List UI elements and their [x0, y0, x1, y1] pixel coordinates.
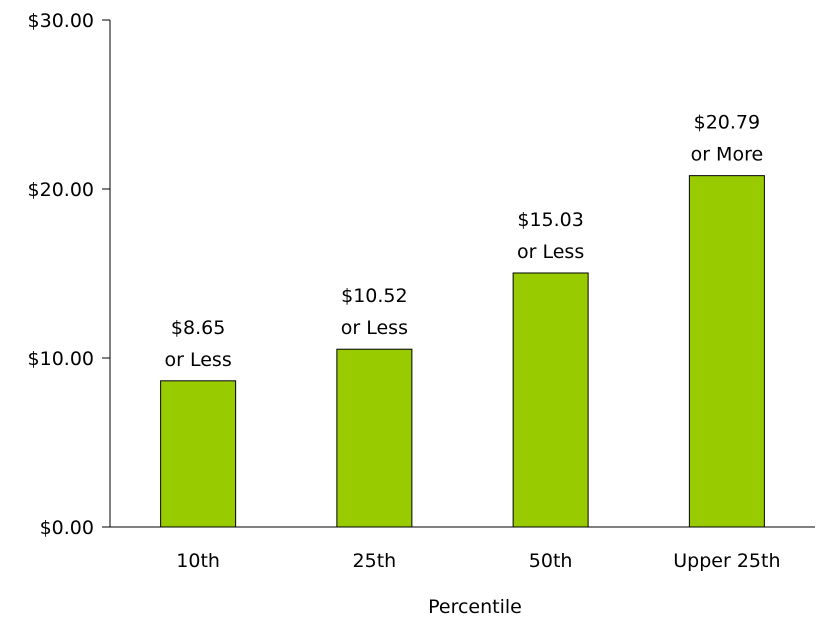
data-label-group: $8.65 or Less $10.52 or Less $15.03 or Less $2… [165, 112, 764, 371]
data-label-qualifier: or Less [165, 349, 232, 371]
x-category-label: 10th [176, 550, 220, 572]
x-axis-title: Percentile [428, 596, 522, 617]
data-label-value: $15.03 [517, 209, 583, 231]
data-label-value: $8.65 [171, 317, 225, 339]
y-tick-label: $20.00 [28, 179, 94, 201]
data-label-value: $20.79 [694, 112, 760, 134]
data-label-qualifier: or Less [341, 317, 408, 339]
x-axis-labels: 10th 25th 50th Upper 25th [176, 550, 780, 572]
x-category-label: 50th [529, 550, 573, 572]
bar [688, 175, 765, 528]
y-tick-label: $10.00 [28, 348, 94, 370]
x-category-label: Upper 25th [673, 550, 780, 572]
bar [336, 348, 413, 528]
data-label-value: $10.52 [341, 285, 407, 307]
y-tick-label: $0.00 [40, 517, 94, 539]
data-label-qualifier: or Less [517, 241, 584, 263]
bar [512, 272, 589, 528]
y-axis-ticks: $0.00 $10.00 $20.00 $30.00 [28, 10, 110, 539]
bar [160, 380, 237, 528]
bar-group [160, 175, 765, 528]
data-label-qualifier: or More [691, 144, 764, 166]
y-tick-label: $30.00 [28, 10, 94, 32]
x-category-label: 25th [353, 550, 397, 572]
